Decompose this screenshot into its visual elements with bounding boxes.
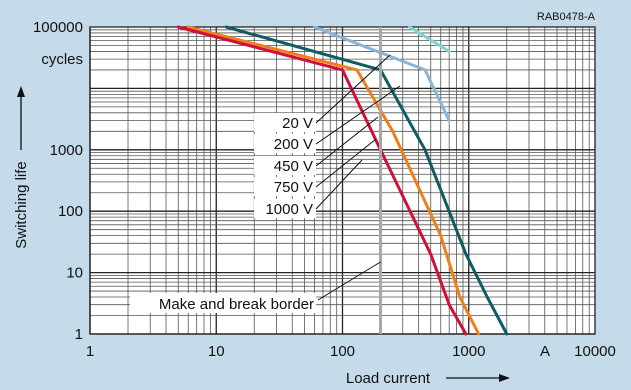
y-tick-label: 1 [75, 326, 83, 343]
legend-leader-line [315, 85, 401, 145]
legend-label-bg [254, 177, 316, 196]
legend-label-bg [254, 113, 316, 132]
x-tick-label: 100 [330, 343, 355, 360]
series-line-450v [224, 25, 509, 336]
series-line-1000v [176, 25, 468, 336]
y-tick-label: 1000 [50, 142, 83, 159]
series-line-20v [408, 25, 451, 53]
legend-label: 1000 V [265, 201, 313, 218]
legend-leader-line [315, 116, 379, 167]
legend-label-bg [254, 156, 316, 175]
border-leader-line [317, 261, 381, 301]
legend-label-bg [254, 134, 316, 153]
series-group [176, 25, 509, 336]
x-tick-label: 1000 [452, 343, 485, 360]
y-unit-label: cycles [41, 51, 83, 68]
series-line-200v [313, 25, 451, 122]
border-label: Make and break border [159, 296, 314, 313]
legend-label: 750 V [274, 179, 313, 196]
y-axis-arrow [17, 86, 25, 150]
x-unit-label: A [540, 343, 550, 360]
x-axis-title: Load current [346, 370, 431, 387]
legend-leader-line [315, 159, 363, 210]
x-axis-arrow [446, 374, 510, 382]
annotation-group: 20 V 200 V 450 V 750 V 1000 V Make and break … [130, 27, 401, 334]
y-tick-label: 100 [58, 203, 83, 220]
figure-id: RAB0478-A [537, 11, 596, 23]
x-tick-label: 1 [86, 343, 94, 360]
y-axis-title: Switching life [13, 161, 30, 249]
tick-labels: 1 10 100 1000 10000 1 10 100 1000 100000 [33, 19, 616, 360]
y-tick-label: 10 [66, 265, 83, 282]
series-line-750v [186, 25, 481, 336]
legend-leader-line [315, 138, 377, 188]
legend-label-bg [254, 199, 316, 218]
border-label-bg [130, 293, 316, 313]
plot-frame [89, 26, 596, 335]
legend-label: 200 V [274, 136, 313, 153]
y-tick-label: 100000 [33, 19, 83, 36]
legend-label: 20 V [282, 115, 313, 132]
legend-label: 450 V [274, 158, 313, 175]
legend-leader-line [315, 54, 391, 124]
x-tick-label: 10000 [574, 343, 616, 360]
x-tick-label: 10 [208, 343, 225, 360]
